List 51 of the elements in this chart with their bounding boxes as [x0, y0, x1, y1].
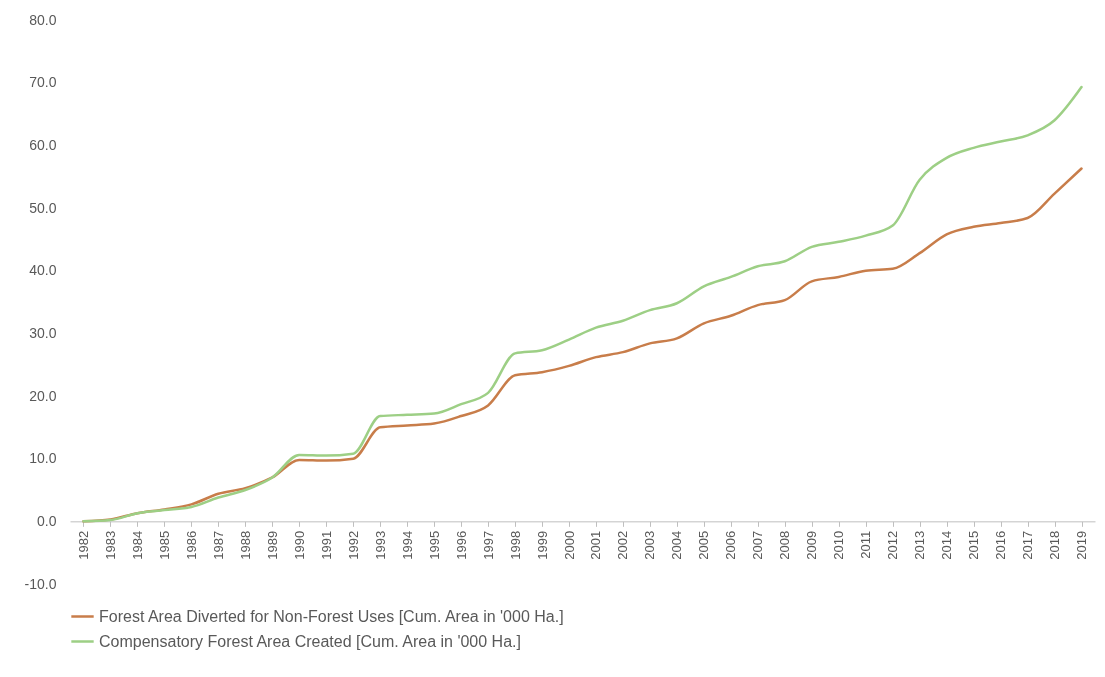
y-tick-label: 80.0 [29, 11, 57, 28]
y-tick-label: 20.0 [29, 387, 57, 404]
y-tick-label: 30.0 [29, 324, 57, 341]
y-tick-label: 70.0 [29, 74, 57, 91]
x-tick-label: 2015 [966, 530, 982, 560]
y-tick-label: 40.0 [29, 262, 57, 279]
y-tick-label: 10.0 [29, 450, 57, 467]
x-tick-label: 1990 [291, 530, 307, 560]
line-series [82, 85, 1083, 523]
x-tick-label: 2002 [615, 530, 631, 560]
y-tick-label: 0.0 [37, 512, 57, 529]
x-tick-label: 2019 [1074, 530, 1090, 560]
x-tick-label: 1996 [453, 530, 469, 560]
x-tick-label: 1993 [372, 530, 388, 560]
x-tick-label: 1987 [210, 530, 226, 560]
x-tick-label: 1988 [237, 530, 253, 560]
y-tick-label: 50.0 [29, 199, 57, 216]
x-tick-label: 1983 [102, 530, 118, 560]
x-tick-label: 2006 [723, 530, 739, 560]
x-tick-label: 1986 [183, 530, 199, 560]
x-tick-label: 2003 [642, 530, 658, 560]
x-tick-label: 1999 [534, 530, 550, 560]
legend-label: Forest Area Diverted for Non-Forest Uses [Cum. Area in '000 Ha.] [99, 607, 564, 625]
x-tick-label: 2007 [750, 530, 766, 560]
x-tick-label: 1992 [345, 530, 361, 560]
x-tick-label: 2004 [669, 530, 685, 560]
legend-label: Compensatory Forest Area Created [Cum. Area in '000 Ha.] [99, 632, 521, 650]
x-tick-label: 1982 [75, 530, 91, 560]
x-tick-label: 2005 [696, 530, 712, 560]
y-tick-label: 60.0 [29, 136, 57, 153]
x-tick-label: 2011 [858, 530, 874, 559]
x-tick-label: 2017 [1020, 530, 1036, 560]
x-tick-label: 1997 [480, 530, 496, 560]
x-tick-label: 1989 [264, 530, 280, 560]
x-tick-label: 2008 [777, 530, 793, 560]
x-tick-label: 1991 [318, 530, 334, 560]
y-tick-label: -10.0 [24, 575, 57, 592]
x-tick-label: 2001 [588, 530, 604, 560]
x-tick-label: 2016 [993, 530, 1009, 560]
x-tick-label: 2014 [939, 530, 955, 560]
x-tick-label: 1994 [399, 530, 415, 560]
x-tick-label: 2010 [831, 530, 847, 560]
x-tick-label: 2013 [912, 530, 928, 560]
x-tick-label: 1995 [426, 530, 442, 560]
x-tick-label: 2009 [804, 530, 820, 560]
x-tick-label: 2012 [885, 530, 901, 560]
x-tick-label: 2000 [561, 530, 577, 560]
x-tick-label: 2018 [1047, 530, 1063, 560]
x-tick-label: 1984 [129, 530, 145, 560]
x-tick-label: 1985 [156, 530, 172, 560]
x-tick-label: 1998 [507, 530, 523, 560]
